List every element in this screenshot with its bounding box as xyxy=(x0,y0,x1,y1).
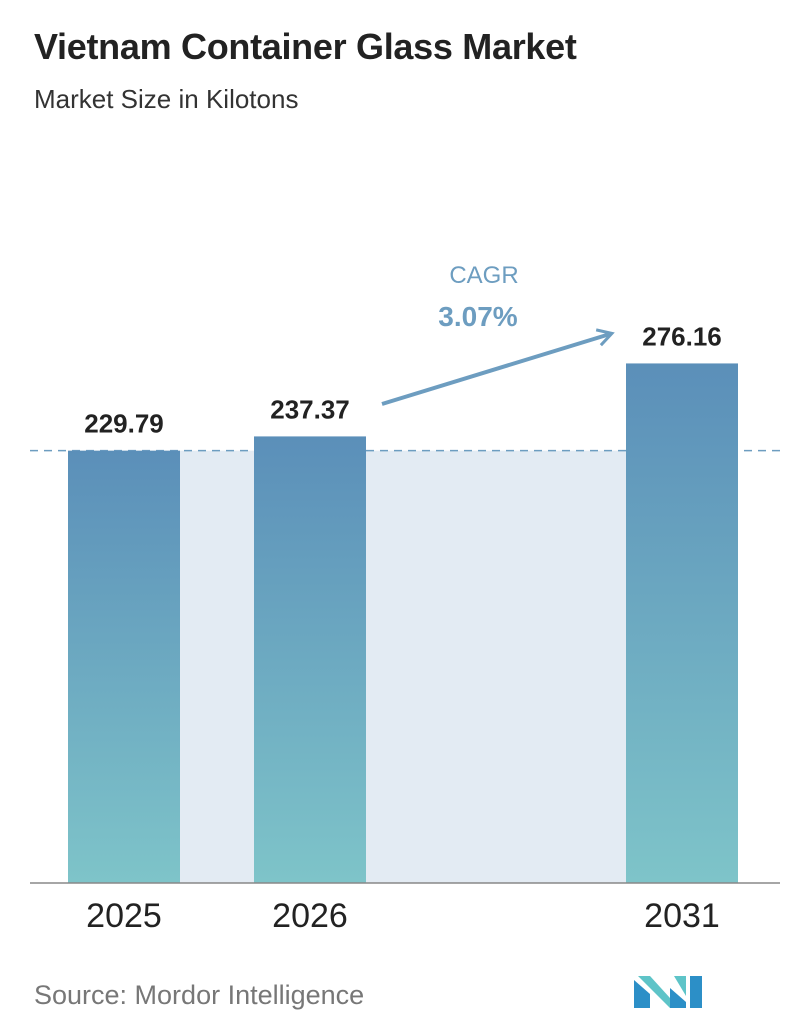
chart-title: Vietnam Container Glass Market xyxy=(34,26,577,67)
cagr-value: 3.07% xyxy=(438,301,517,332)
x-tick-label-2031: 2031 xyxy=(644,897,720,935)
x-tick-label-2026: 2026 xyxy=(272,897,348,935)
chart-subtitle: Market Size in Kilotons xyxy=(34,84,299,114)
value-label-2031: 276.16 xyxy=(642,321,722,351)
cagr-label: CAGR xyxy=(449,262,518,289)
x-tick-label-2025: 2025 xyxy=(86,897,162,935)
cagr-arrow xyxy=(381,328,615,406)
bar-2031 xyxy=(626,363,738,883)
bar-2025 xyxy=(68,450,180,883)
value-label-2025: 229.79 xyxy=(84,409,164,439)
bar-2026 xyxy=(254,436,366,883)
mordor-intelligence-logo-icon xyxy=(634,976,702,1008)
bar-chart: 229.79 2025 237.37 2026 276.16 2031 CAGR 3.07… xyxy=(30,262,780,935)
value-label-2026: 237.37 xyxy=(270,394,350,424)
source-caption: Source: Mordor Intelligence xyxy=(34,980,365,1010)
